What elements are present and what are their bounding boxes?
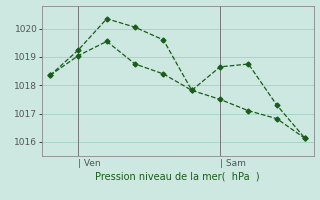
X-axis label: Pression niveau de la mer(  hPa  ): Pression niveau de la mer( hPa ) (95, 172, 260, 182)
